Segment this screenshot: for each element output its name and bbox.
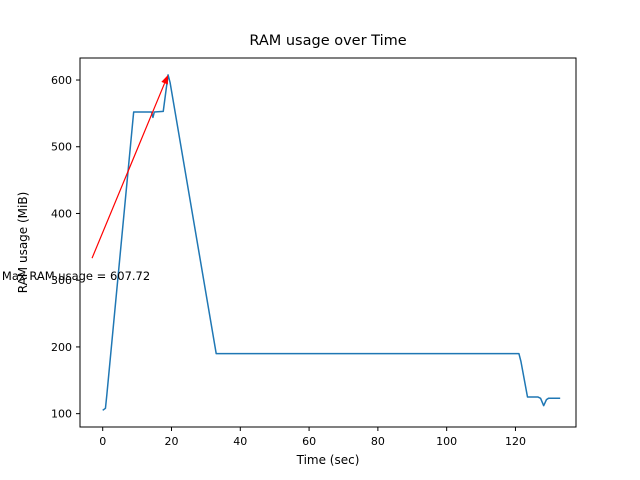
x-tick-label: 0 bbox=[99, 435, 106, 448]
y-tick-label: 400 bbox=[51, 207, 72, 220]
annotation-arrow-head bbox=[161, 74, 169, 85]
axes-frame bbox=[79, 57, 577, 428]
x-tick-label: 40 bbox=[233, 435, 247, 448]
x-tick-label: 100 bbox=[436, 435, 457, 448]
y-tick-label: 500 bbox=[51, 141, 72, 154]
ram-usage-line bbox=[102, 74, 561, 411]
annotation-text: Max RAM usage = 607.72 bbox=[2, 269, 150, 283]
annotation-arrow-line bbox=[91, 82, 166, 259]
x-axis-label: Time (sec) bbox=[296, 453, 360, 467]
y-tick-label: 200 bbox=[51, 341, 72, 354]
x-tick-label: 60 bbox=[302, 435, 316, 448]
x-tick-label: 20 bbox=[164, 435, 178, 448]
y-tick-label: 600 bbox=[51, 74, 72, 87]
x-tick-label: 120 bbox=[505, 435, 526, 448]
y-axis-label: RAM usage (MiB) bbox=[16, 192, 30, 294]
chart-title: RAM usage over Time bbox=[249, 33, 406, 49]
x-tick-label: 80 bbox=[371, 435, 385, 448]
y-tick-label: 300 bbox=[51, 274, 72, 287]
y-tick-label: 100 bbox=[51, 408, 72, 421]
